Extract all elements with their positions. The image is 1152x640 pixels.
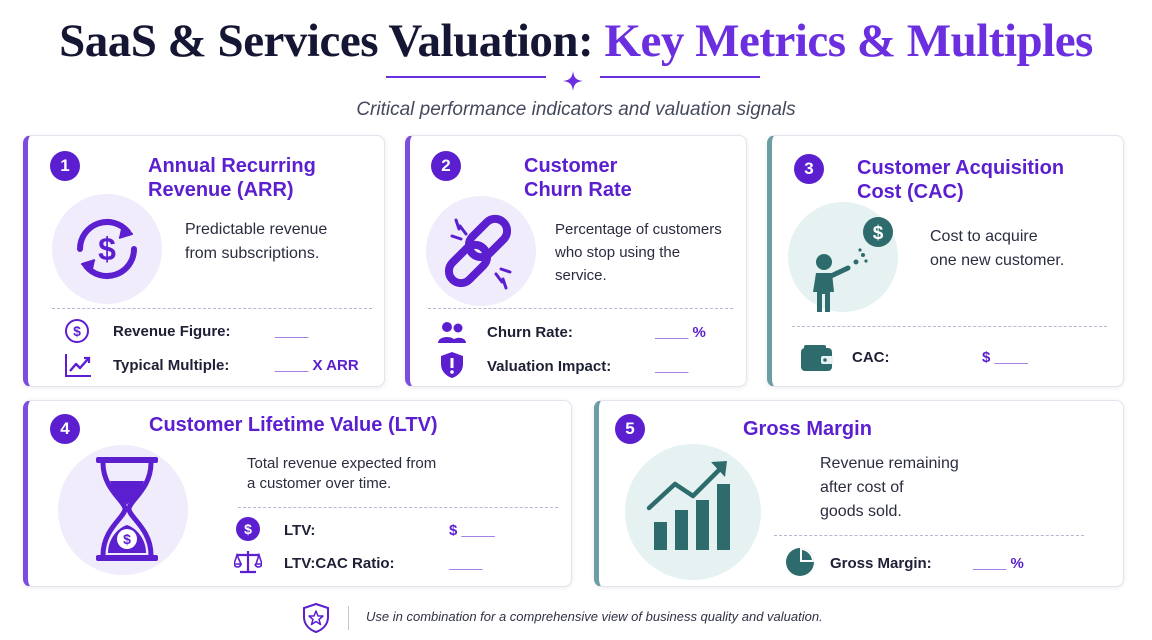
hourglass-dollar-icon: $ — [96, 457, 158, 561]
card-title-line1: Gross Margin — [743, 418, 872, 440]
card-title-line2: Cost (CAC) — [857, 181, 964, 203]
card-number-badge: 3 — [794, 154, 824, 184]
card-description: Percentage of customers who stop using t… — [555, 218, 722, 287]
shield-star-icon — [303, 603, 329, 633]
title-divider-left — [386, 76, 546, 78]
page-subtitle: Critical performance indicators and valu… — [356, 99, 796, 120]
description-line: who stop using the — [555, 244, 681, 261]
card-divider — [52, 308, 372, 309]
card-description: Predictable revenue from subscriptions. — [185, 218, 327, 266]
dollar-circle-icon: $ — [236, 517, 260, 541]
description-line: goods sold. — [820, 503, 902, 520]
card-description: Total revenue expected from a customer o… — [247, 454, 436, 494]
metric-card-arr: 1 Annual Recurring Revenue (ARR) $ Predi… — [23, 135, 385, 387]
card-illustration-bg — [625, 444, 761, 580]
alert-shield-icon — [441, 352, 463, 378]
footer-note: Use in combination for a comprehensive v… — [366, 609, 823, 624]
row-label: LTV:CAC Ratio: — [284, 555, 395, 572]
card-divider — [774, 535, 1084, 536]
bar-chart-growth-icon — [646, 461, 730, 550]
description-line: a customer over time. — [247, 475, 392, 492]
svg-text:$: $ — [123, 531, 131, 547]
description-line: service. — [555, 267, 607, 284]
row-label: Valuation Impact: — [487, 358, 612, 375]
sparkle-icon — [563, 71, 583, 91]
title-accent: Key Metrics & Multiples — [604, 15, 1093, 67]
svg-text:$: $ — [873, 223, 884, 244]
card-number-badge: 4 — [50, 414, 80, 444]
row-label: Revenue Figure: — [113, 323, 231, 340]
card-title-line1: Annual Recurring — [148, 155, 316, 177]
title-main: SaaS & Services Valuation: — [59, 15, 605, 67]
metric-card-gross-margin: 5 Gross Margin Revenue remaining after c… — [594, 400, 1124, 587]
description-line: from subscriptions. — [185, 245, 320, 262]
row-label: CAC: — [852, 349, 890, 366]
row-label: Typical Multiple: — [113, 357, 230, 374]
card-title-line2: Churn Rate — [524, 179, 632, 201]
row-value: ____ % — [973, 555, 1024, 572]
card-illustration-bg — [52, 194, 162, 304]
card-title: Customer Lifetime Value (LTV) — [149, 413, 438, 437]
card-divider — [428, 308, 733, 309]
card-description: Revenue remaining after cost of goods so… — [820, 452, 959, 524]
row-value: ____ X ARR — [275, 357, 359, 374]
card-title-line1: Customer Lifetime Value (LTV) — [149, 414, 438, 436]
metric-card-churn: 2 Customer Churn Rate Percentage of cust… — [405, 135, 747, 387]
title-divider-right — [600, 76, 760, 78]
card-title: Annual Recurring Revenue (ARR) — [148, 154, 316, 202]
pie-chart-icon — [786, 548, 814, 576]
svg-text:$: $ — [73, 323, 81, 339]
row-value: ____ — [449, 555, 483, 572]
page-title: SaaS & Services Valuation: Key Metrics &… — [0, 14, 1152, 68]
description-line: after cost of — [820, 479, 904, 496]
card-number-badge: 2 — [431, 151, 461, 181]
footer-divider — [348, 606, 349, 630]
card-title: Customer Churn Rate — [524, 154, 632, 202]
row-value: ____ % — [655, 324, 706, 341]
description-line: Percentage of customers — [555, 221, 722, 238]
svg-text:$: $ — [98, 231, 116, 267]
row-label: LTV: — [284, 522, 316, 539]
dollar-cycle-icon: $ — [77, 218, 137, 280]
card-number-badge: 1 — [50, 151, 80, 181]
description-line: Total revenue expected from — [247, 455, 437, 472]
metric-card-ltv: 4 Customer Lifetime Value (LTV) $ Total … — [23, 400, 572, 587]
metric-card-cac: 3 Customer Acquisition Cost (CAC) $ Cost… — [767, 135, 1124, 387]
row-value: $ ____ — [449, 522, 495, 539]
row-label: Gross Margin: — [830, 555, 932, 572]
card-divider — [792, 326, 1107, 327]
row-label: Churn Rate: — [487, 324, 573, 341]
description-line: Predictable revenue — [185, 221, 328, 238]
description-line: one new customer. — [930, 252, 1065, 269]
users-icon — [438, 322, 466, 343]
card-divider — [238, 507, 558, 508]
card-title-line2: Revenue (ARR) — [148, 179, 294, 201]
broken-link-icon — [444, 214, 512, 290]
card-title-line1: Customer — [524, 155, 618, 177]
row-value: ____ — [655, 358, 689, 375]
dollar-circle-icon: $ — [65, 319, 89, 343]
trend-line-icon — [65, 354, 91, 377]
card-description: Cost to acquire one new customer. — [930, 225, 1064, 273]
card-title-line1: Customer Acquisition — [857, 157, 1065, 179]
row-value: $ ____ — [982, 349, 1028, 366]
card-number-badge: 5 — [615, 414, 645, 444]
card-title: Customer Acquisition Cost (CAC) — [857, 156, 1064, 204]
person-attracting-dollar-icon: $ — [813, 217, 893, 312]
svg-text:$: $ — [244, 521, 252, 537]
row-value: ____ — [275, 323, 309, 340]
description-line: Cost to acquire — [930, 228, 1038, 245]
description-line: Revenue remaining — [820, 455, 959, 472]
scale-icon — [234, 551, 262, 574]
card-title: Gross Margin — [743, 417, 872, 441]
wallet-icon — [801, 345, 833, 371]
